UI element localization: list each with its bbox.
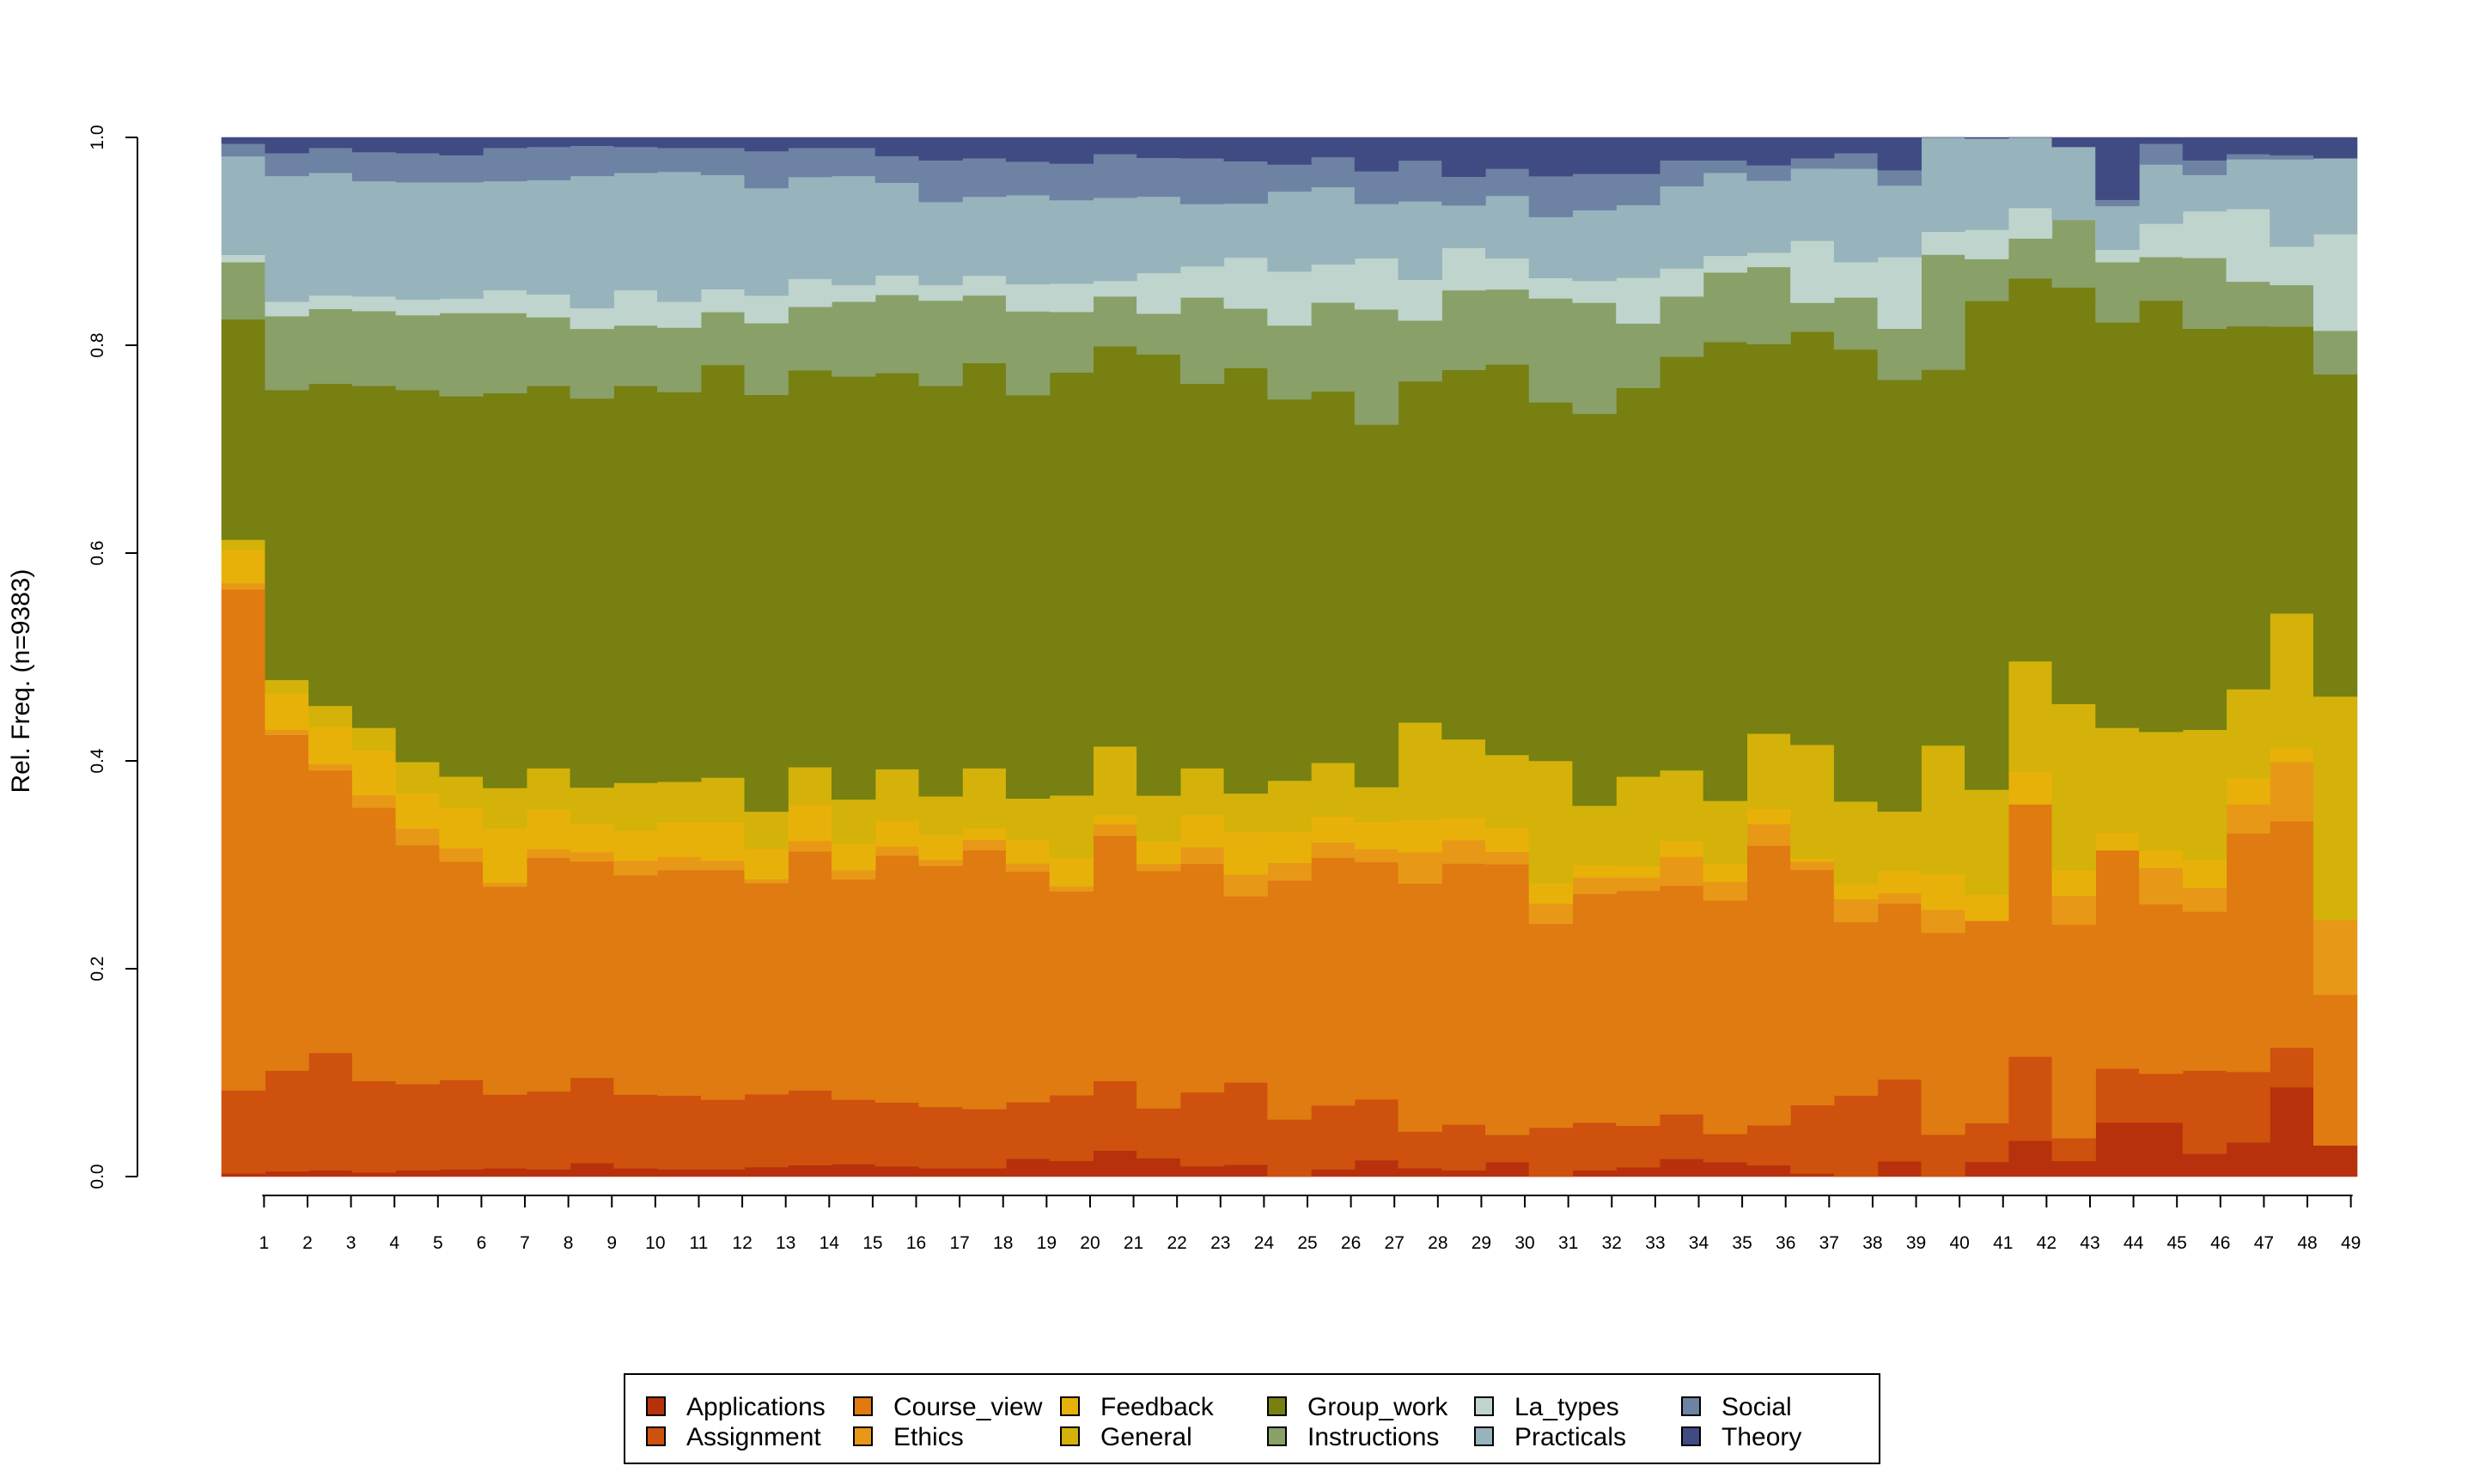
x-tick-label: 17 (949, 1233, 969, 1253)
legend-label: Assignment (686, 1423, 821, 1451)
legend-label: Practicals (1514, 1423, 1626, 1451)
x-tick-label: 5 (433, 1233, 443, 1253)
x-tick-label: 20 (1080, 1233, 1100, 1253)
legend-swatch (646, 1396, 666, 1416)
x-tick-label: 41 (1993, 1233, 2013, 1253)
legend-item-social: Social (1681, 1393, 1792, 1421)
x-tick-label: 28 (1428, 1233, 1447, 1253)
x-tick-label: 47 (2254, 1233, 2274, 1253)
legend-item-la-types: La_types (1474, 1393, 1619, 1421)
legend-swatch (1267, 1426, 1287, 1446)
x-tick-label: 6 (477, 1233, 487, 1253)
y-tick-label: 0.4 (88, 748, 107, 774)
x-tick-label: 33 (1645, 1233, 1665, 1253)
x-tick-label: 10 (645, 1233, 665, 1253)
x-tick-label: 48 (2297, 1233, 2317, 1253)
x-tick-label: 4 (389, 1233, 399, 1253)
legend-item-group-work: Group_work (1267, 1393, 1448, 1421)
legend-swatch (1681, 1396, 1701, 1416)
legend-swatch (853, 1396, 873, 1416)
x-tick-label: 43 (2080, 1233, 2099, 1253)
x-tick-label: 14 (820, 1233, 840, 1253)
x-tick-label: 12 (732, 1233, 752, 1253)
legend-item-ethics: Ethics (853, 1423, 964, 1451)
x-tick-label: 46 (2210, 1233, 2230, 1253)
x-tick-label: 9 (606, 1233, 617, 1253)
x-tick-label: 22 (1167, 1233, 1186, 1253)
x-tick-label: 21 (1124, 1233, 1143, 1253)
legend-label: Ethics (893, 1423, 964, 1451)
y-axis-title: Rel. Freq. (n=9383) (7, 569, 35, 794)
x-tick-label: 44 (2124, 1233, 2144, 1253)
legend-label: Theory (1721, 1423, 1801, 1451)
x-tick-label: 11 (690, 1233, 709, 1253)
legend-swatch (853, 1426, 873, 1446)
x-tick-label: 42 (2037, 1233, 2057, 1253)
legend-item-theory: Theory (1681, 1423, 1801, 1451)
legend-swatch (1474, 1426, 1494, 1446)
x-tick-label: 3 (346, 1233, 356, 1253)
x-tick-label: 25 (1297, 1233, 1317, 1253)
x-tick-label: 16 (906, 1233, 926, 1253)
x-tick-label: 38 (1862, 1233, 1882, 1253)
legend-item-instructions: Instructions (1267, 1423, 1439, 1451)
legend-swatch (1474, 1396, 1494, 1416)
legend-label: Social (1721, 1393, 1792, 1421)
x-tick-label: 13 (776, 1233, 795, 1253)
legend-swatch (1060, 1396, 1080, 1416)
legend-label: Instructions (1307, 1423, 1439, 1451)
x-tick-label: 37 (1819, 1233, 1839, 1253)
x-tick-label: 27 (1385, 1233, 1405, 1253)
x-tick-label: 18 (993, 1233, 1013, 1253)
y-tick-label: 0.8 (88, 332, 107, 357)
legend-item-general: General (1060, 1423, 1192, 1451)
x-tick-label: 26 (1341, 1233, 1361, 1253)
x-tick-label: 24 (1254, 1233, 1275, 1253)
x-tick-label: 23 (1210, 1233, 1230, 1253)
x-tick-label: 8 (564, 1233, 574, 1253)
x-tick-label: 30 (1514, 1233, 1534, 1253)
legend-label: Applications (686, 1393, 826, 1421)
x-tick-label: 36 (1776, 1233, 1795, 1253)
x-tick-label: 40 (1949, 1233, 1969, 1253)
x-tick-label: 39 (1906, 1233, 1926, 1253)
x-tick-label: 19 (1037, 1233, 1057, 1253)
x-axis: 1 2 3 4 5 6 7 8 9 10 11 12 13 14 15 16 17 18 19 20 21 22 23 24 2… (259, 1195, 2361, 1253)
area-theory (221, 137, 2358, 200)
legend-swatch (1060, 1426, 1080, 1446)
legend-swatch (1681, 1426, 1701, 1446)
legend-swatch (1267, 1396, 1287, 1416)
legend-label: Course_view (893, 1393, 1043, 1421)
legend-item-practicals: Practicals (1474, 1423, 1626, 1451)
x-tick-label: 15 (862, 1233, 882, 1253)
x-tick-label: 34 (1689, 1233, 1709, 1253)
y-tick-label: 0.2 (88, 956, 107, 981)
legend-item-course-view: Course_view (853, 1393, 1043, 1421)
y-axis: 0.0 0.2 0.4 0.6 0.8 1.0 (88, 125, 138, 1189)
y-tick-label: 0.0 (88, 1164, 107, 1189)
legend-item-assignment: Assignment (646, 1423, 821, 1451)
x-tick-label: 35 (1732, 1233, 1752, 1253)
legend-item-applications: Applications (646, 1393, 826, 1421)
legend-item-feedback: Feedback (1060, 1393, 1215, 1421)
legend-label: La_types (1514, 1393, 1619, 1421)
y-tick-label: 1.0 (88, 125, 107, 149)
x-tick-label: 1 (259, 1233, 270, 1253)
legend-label: Feedback (1100, 1393, 1215, 1421)
legend-swatch (646, 1426, 666, 1446)
x-tick-label: 45 (2167, 1233, 2187, 1253)
y-tick-label: 0.6 (88, 540, 107, 565)
x-tick-label: 49 (2341, 1233, 2361, 1253)
x-tick-label: 31 (1558, 1233, 1578, 1253)
legend-label: Group_work (1307, 1393, 1448, 1421)
x-tick-label: 7 (520, 1233, 530, 1253)
x-tick-label: 32 (1602, 1233, 1622, 1253)
legend-label: General (1100, 1423, 1192, 1451)
x-tick-label: 2 (302, 1233, 313, 1253)
legend-box (624, 1373, 1880, 1464)
x-tick-label: 29 (1472, 1233, 1491, 1253)
stacked-area-layers (221, 137, 2358, 1177)
